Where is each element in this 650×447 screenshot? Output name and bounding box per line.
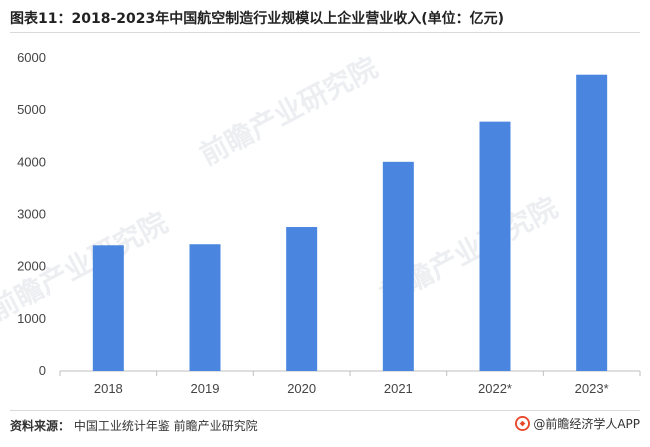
bar	[286, 227, 318, 371]
source-label: 资料来源：	[10, 419, 71, 433]
x-tick-label: 2020	[287, 381, 316, 396]
x-tick-label: 2022*	[478, 381, 512, 396]
x-tick-label: 2018	[94, 381, 123, 396]
y-tick-label: 5000	[17, 102, 46, 117]
title-divider	[10, 32, 640, 33]
y-tick-label: 2000	[17, 259, 46, 274]
x-tick-label: 2021	[384, 381, 413, 396]
chart-area: 0 1000 2000 3000 4000 5000 6000 2018 2019 2020 202…	[0, 36, 650, 408]
bar	[92, 245, 124, 371]
source-text: 中国工业统计年鉴 前瞻产业研究院	[73, 419, 258, 433]
bar	[576, 74, 608, 371]
bar	[189, 244, 221, 371]
y-tick-label: 0	[39, 363, 46, 378]
brand: @前瞻经济学人APP	[515, 415, 640, 432]
y-tick-label: 6000	[17, 50, 46, 65]
brand-logo-icon	[515, 416, 531, 431]
bar-chart: 0 1000 2000 3000 4000 5000 6000 2018 2019 2020 202…	[17, 50, 641, 396]
footer-divider	[10, 410, 640, 411]
y-tick-label: 3000	[17, 207, 46, 222]
x-tick-label: 2019	[191, 381, 220, 396]
x-tick-label: 2023*	[575, 381, 609, 396]
chart-title: 图表11：2018-2023年中国航空制造行业规模以上企业营业收入(单位：亿元)	[10, 11, 505, 27]
source-note: 资料来源： 中国工业统计年鉴 前瞻产业研究院	[10, 417, 258, 434]
brand-text: @前瞻经济学人APP	[533, 417, 640, 431]
bar	[382, 161, 414, 371]
y-tick-label: 1000	[17, 311, 46, 326]
bar	[479, 121, 511, 371]
y-tick-label: 4000	[17, 154, 46, 169]
